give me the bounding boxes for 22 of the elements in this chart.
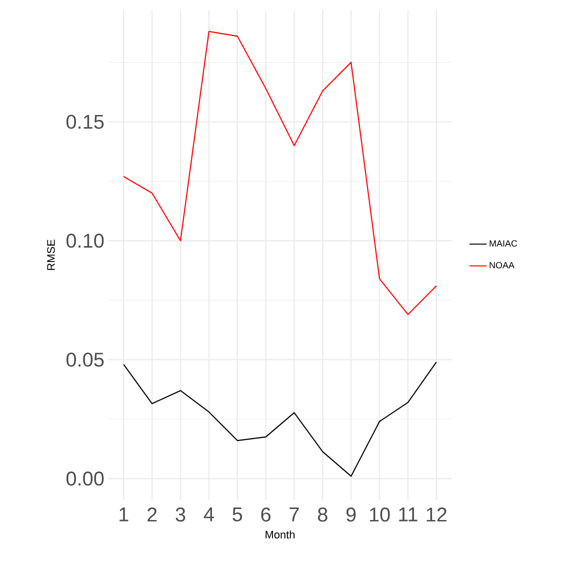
y-tick-label: 0.15 bbox=[66, 114, 104, 129]
y-tick-label: 0.00 bbox=[66, 472, 104, 486]
x-axis-title: Month bbox=[266, 530, 295, 539]
legend-label: NOAA bbox=[490, 262, 514, 268]
x-tick-label: 11 bbox=[399, 508, 418, 522]
x-tick-label: 8 bbox=[318, 508, 328, 522]
y-tick-label: 0.10 bbox=[66, 234, 104, 248]
x-tick-label: 12 bbox=[426, 508, 446, 522]
x-tick-label: 9 bbox=[346, 508, 356, 522]
line-series bbox=[123, 30, 437, 316]
x-tick-label: 7 bbox=[290, 508, 299, 522]
x-tick-label: 5 bbox=[232, 508, 242, 522]
x-tick-label: 1 bbox=[120, 508, 128, 522]
line-series bbox=[123, 361, 437, 477]
x-tick-label: 3 bbox=[176, 508, 186, 522]
y-axis-title: RMSE bbox=[47, 240, 55, 270]
x-tick-label: 4 bbox=[204, 508, 214, 522]
x-tick-label: 6 bbox=[261, 508, 270, 522]
legend-label: MAIAC bbox=[490, 240, 518, 247]
x-tick-label: 2 bbox=[148, 508, 157, 522]
x-tick-label: 10 bbox=[370, 508, 390, 522]
y-tick-label: 0.05 bbox=[66, 352, 104, 367]
